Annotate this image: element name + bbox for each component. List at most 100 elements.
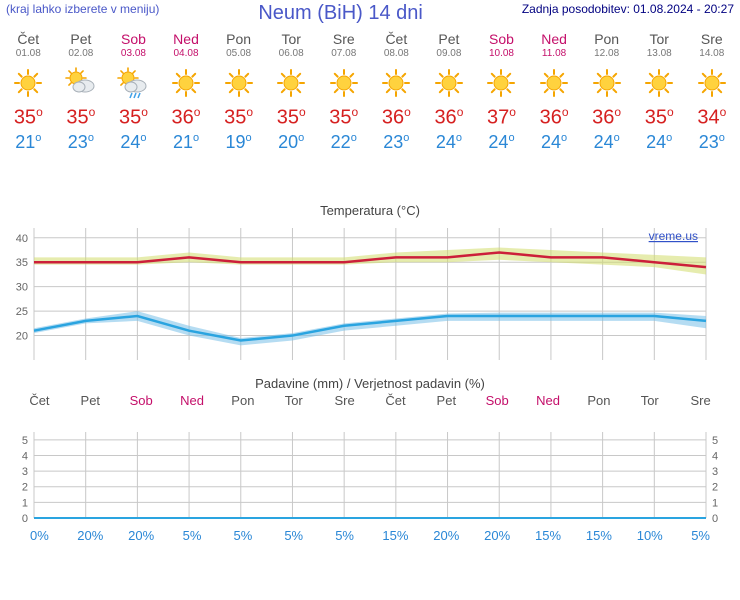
weather-icon	[580, 65, 633, 101]
svg-text:25: 25	[16, 306, 28, 318]
high-temp: 36o	[423, 105, 476, 130]
weather-icon	[686, 65, 739, 101]
precip-weekday-label: Pon	[573, 393, 624, 408]
day-column: Ned 11.08 36o 24o	[528, 27, 581, 157]
date-label: 13.08	[633, 48, 686, 59]
svg-text:1: 1	[22, 497, 28, 509]
svg-text:vreme.us: vreme.us	[649, 229, 698, 243]
date-label: 04.08	[160, 48, 213, 59]
high-temp: 35o	[265, 105, 318, 130]
precip-percent: 5%	[675, 528, 726, 543]
day-column: Čet 08.08 36o 23o	[370, 27, 423, 157]
high-temp: 37o	[475, 105, 528, 130]
weather-icon	[160, 65, 213, 101]
precip-percent: 20%	[65, 528, 116, 543]
svg-text:5: 5	[22, 434, 28, 446]
low-temp: 24o	[528, 132, 581, 153]
svg-text:40: 40	[16, 232, 28, 244]
precipitation-chart: 001122334455	[0, 408, 740, 528]
precip-percent: 15%	[523, 528, 574, 543]
precip-percent-row: 0%20%20%5%5%5%5%15%20%20%15%15%10%5%	[0, 528, 740, 543]
low-temp: 23o	[370, 132, 423, 153]
precip-weekday-label: Čet	[370, 393, 421, 408]
temperature-chart: 2025303540vreme.us	[0, 220, 740, 370]
low-temp: 23o	[55, 132, 108, 153]
low-temp: 22o	[317, 132, 370, 153]
low-temp: 19o	[212, 132, 265, 153]
date-label: 14.08	[686, 48, 739, 59]
precip-percent: 20%	[421, 528, 472, 543]
svg-text:0: 0	[712, 513, 718, 525]
weather-icon	[475, 65, 528, 101]
weekday-label: Sob	[475, 31, 528, 47]
high-temp: 35o	[633, 105, 686, 130]
svg-text:3: 3	[712, 466, 718, 478]
weather-icon	[265, 65, 318, 101]
day-column: Sre 07.08 35o 22o	[317, 27, 370, 157]
page-title: Neum (BiH) 14 dni	[258, 2, 423, 25]
last-updated: Zadnja posodobitev: 01.08.2024 - 20:27	[522, 2, 734, 16]
high-temp: 36o	[370, 105, 423, 130]
precip-percent: 15%	[573, 528, 624, 543]
weather-icon	[633, 65, 686, 101]
precip-weekday-label: Čet	[14, 393, 65, 408]
weather-icon	[528, 65, 581, 101]
weekday-label: Sre	[686, 31, 739, 47]
precip-chart-title: Padavine (mm) / Verjetnost padavin (%)	[0, 370, 740, 393]
low-temp: 24o	[580, 132, 633, 153]
precip-weekday-label: Ned	[523, 393, 574, 408]
low-temp: 21o	[160, 132, 213, 153]
precip-weekday-label: Sre	[675, 393, 726, 408]
precip-weekday-label: Tor	[624, 393, 675, 408]
precip-weekday-label: Ned	[167, 393, 218, 408]
precip-percent: 5%	[167, 528, 218, 543]
svg-text:4: 4	[22, 450, 28, 462]
svg-text:2: 2	[22, 481, 28, 493]
precip-percent: 20%	[116, 528, 167, 543]
date-label: 09.08	[423, 48, 476, 59]
precip-weekday-label: Pon	[217, 393, 268, 408]
weather-icon	[370, 65, 423, 101]
day-column: Pon 05.08 35o 19o	[212, 27, 265, 157]
date-label: 11.08	[528, 48, 581, 59]
day-column: Tor 06.08 35o 20o	[265, 27, 318, 157]
low-temp: 24o	[633, 132, 686, 153]
precip-percent: 5%	[217, 528, 268, 543]
precip-percent: 0%	[14, 528, 65, 543]
precip-weekday-label: Pet	[65, 393, 116, 408]
precip-weekday-label: Tor	[268, 393, 319, 408]
weekday-label: Pon	[580, 31, 633, 47]
forecast-row: Čet 01.08 35o 21o Pet 02.08 35o 23o Sob …	[0, 25, 740, 157]
svg-text:5: 5	[712, 434, 718, 446]
high-temp: 35o	[2, 105, 55, 130]
weekday-label: Čet	[370, 31, 423, 47]
date-label: 08.08	[370, 48, 423, 59]
precip-weekday-label: Sob	[472, 393, 523, 408]
svg-text:35: 35	[16, 257, 28, 269]
weekday-label: Ned	[160, 31, 213, 47]
weekday-label: Ned	[528, 31, 581, 47]
precip-weekday-label: Pet	[421, 393, 472, 408]
temp-chart-title: Temperatura (°C)	[0, 197, 740, 220]
day-column: Pet 09.08 36o 24o	[423, 27, 476, 157]
high-temp: 36o	[580, 105, 633, 130]
high-temp: 35o	[212, 105, 265, 130]
svg-text:0: 0	[22, 513, 28, 525]
date-label: 12.08	[580, 48, 633, 59]
low-temp: 24o	[475, 132, 528, 153]
precip-percent: 5%	[319, 528, 370, 543]
weather-icon	[55, 65, 108, 101]
high-temp: 35o	[107, 105, 160, 130]
svg-text:2: 2	[712, 481, 718, 493]
low-temp: 20o	[265, 132, 318, 153]
weather-icon	[423, 65, 476, 101]
date-label: 07.08	[317, 48, 370, 59]
weekday-label: Pet	[55, 31, 108, 47]
day-column: Pet 02.08 35o 23o	[55, 27, 108, 157]
precip-percent: 5%	[268, 528, 319, 543]
weather-icon	[107, 65, 160, 101]
weekday-label: Tor	[265, 31, 318, 47]
day-column: Čet 01.08 35o 21o	[2, 27, 55, 157]
day-column: Tor 13.08 35o 24o	[633, 27, 686, 157]
low-temp: 21o	[2, 132, 55, 153]
